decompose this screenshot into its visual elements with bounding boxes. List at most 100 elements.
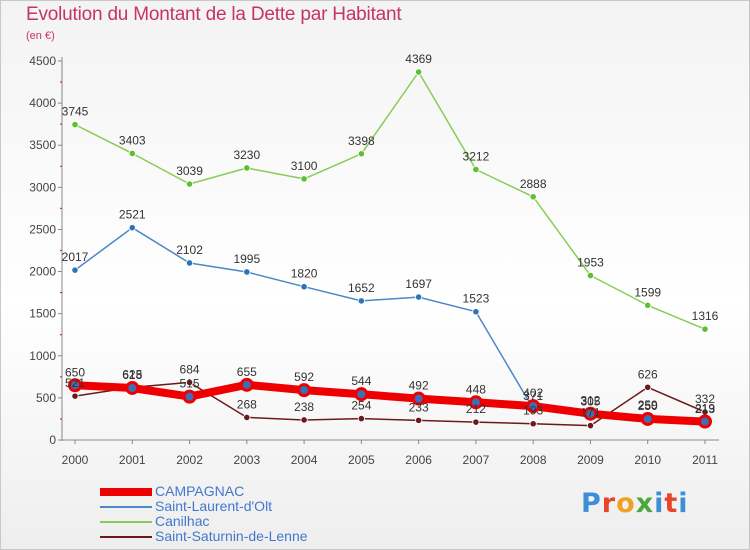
data-label-campagnac: 312 xyxy=(580,394,600,408)
legend-label: Saint-Saturnin-de-Lenne xyxy=(155,528,308,544)
data-label-saint-laurent-d-olt: 2017 xyxy=(62,250,89,264)
data-point-canilhac xyxy=(357,150,365,158)
data-label-canilhac: 3398 xyxy=(348,134,375,148)
data-label-canilhac: 2888 xyxy=(520,177,547,191)
series-line-canilhac xyxy=(74,71,706,330)
data-label-saint-saturnin-de-lenne: 233 xyxy=(409,400,429,414)
y-tick-label: 0 xyxy=(49,433,56,447)
data-point-campagnac xyxy=(125,380,140,395)
data-point-saint-saturnin-de-lenne xyxy=(529,420,537,428)
y-tick-label: 2500 xyxy=(29,222,56,236)
data-label-saint-saturnin-de-lenne: 212 xyxy=(466,402,486,416)
x-tick-label: 2010 xyxy=(634,453,661,467)
data-label-canilhac: 3403 xyxy=(119,133,146,147)
x-tick-label: 2006 xyxy=(405,453,432,467)
data-point-canilhac xyxy=(701,325,709,333)
data-point-campagnac xyxy=(583,406,598,421)
data-point-saint-saturnin-de-lenne xyxy=(357,415,365,423)
data-point-canilhac xyxy=(529,193,537,201)
legend-label: Saint-Laurent-d'Olt xyxy=(155,498,273,514)
data-label-saint-laurent-d-olt: 371 xyxy=(523,389,543,403)
data-label-canilhac: 1953 xyxy=(577,256,604,270)
data-point-campagnac xyxy=(297,383,312,398)
series-line-campagnac xyxy=(71,380,709,426)
data-point-saint-laurent-d-olt xyxy=(243,268,251,276)
y-tick-label: 500 xyxy=(36,391,56,405)
data-label-saint-saturnin-de-lenne: 626 xyxy=(638,367,658,381)
logo-letter: P xyxy=(581,488,602,519)
data-point-saint-saturnin-de-lenne xyxy=(586,421,595,430)
data-point-saint-saturnin-de-lenne xyxy=(185,378,194,386)
data-label-campagnac: 650 xyxy=(65,365,85,379)
data-label-saint-saturnin-de-lenne: 171 xyxy=(580,406,600,420)
legend-swatch xyxy=(100,488,152,496)
legend-label: Canilhac xyxy=(155,513,210,529)
y-tick-label: 1000 xyxy=(29,349,56,363)
series-line-saint-saturnin-de-lenne xyxy=(74,381,706,427)
data-point-canilhac xyxy=(472,165,480,174)
y-tick-label: 4000 xyxy=(29,96,56,110)
data-point-canilhac xyxy=(300,175,308,183)
data-point-campagnac xyxy=(468,395,483,410)
data-point-campagnac xyxy=(411,391,426,406)
legend-label: CAMPAGNAC xyxy=(155,483,245,499)
x-tick-label: 2009 xyxy=(577,453,604,467)
data-point-campagnac xyxy=(182,389,197,404)
x-tick-label: 2008 xyxy=(520,453,547,467)
data-point-saint-saturnin-de-lenne xyxy=(300,416,308,424)
data-label-canilhac: 1599 xyxy=(634,285,661,299)
data-label-saint-saturnin-de-lenne: 625 xyxy=(122,367,142,381)
y-tick-label: 3500 xyxy=(29,138,56,152)
data-point-campagnac xyxy=(526,399,541,414)
data-label-saint-saturnin-de-lenne: 521 xyxy=(65,376,85,390)
data-point-canilhac xyxy=(128,149,136,157)
data-label-campagnac: 448 xyxy=(466,382,486,396)
data-label-saint-laurent-d-olt: 305 xyxy=(580,394,600,408)
data-point-campagnac xyxy=(239,377,254,392)
data-label-campagnac: 250 xyxy=(638,399,658,413)
x-tick-label: 2000 xyxy=(62,453,89,467)
legend-swatch xyxy=(100,521,152,523)
x-tick-label: 2005 xyxy=(348,453,375,467)
data-label-saint-laurent-d-olt: 213 xyxy=(695,402,715,416)
data-label-campagnac: 592 xyxy=(294,370,314,384)
x-tick-label: 2003 xyxy=(233,453,260,467)
data-point-saint-saturnin-de-lenne xyxy=(415,416,423,424)
unit-label: (en €) xyxy=(26,30,55,42)
data-label-canilhac: 3100 xyxy=(291,159,318,173)
data-point-canilhac xyxy=(644,301,652,309)
logo-letter: o xyxy=(616,488,636,519)
data-point-saint-laurent-d-olt xyxy=(71,266,79,274)
legend-swatch xyxy=(100,536,152,538)
data-point-saint-laurent-d-olt xyxy=(185,259,194,267)
x-tick-label: 2007 xyxy=(463,453,490,467)
logo-letter: t xyxy=(664,488,679,519)
data-point-campagnac xyxy=(640,411,655,426)
data-point-saint-saturnin-de-lenne xyxy=(472,418,480,426)
y-tick-label: 2000 xyxy=(29,265,56,279)
data-point-canilhac xyxy=(185,180,194,188)
data-label-saint-laurent-d-olt: 1652 xyxy=(348,281,375,295)
data-label-saint-laurent-d-olt: 2102 xyxy=(176,243,203,257)
data-label-canilhac: 3230 xyxy=(233,148,260,162)
data-label-campagnac: 618 xyxy=(122,368,142,382)
y-tick-label: 4500 xyxy=(29,54,56,68)
data-label-saint-laurent-d-olt: 1523 xyxy=(463,292,490,306)
data-point-campagnac xyxy=(68,378,82,393)
data-label-saint-saturnin-de-lenne: 332 xyxy=(695,392,715,406)
legend-swatch xyxy=(100,506,152,508)
data-point-saint-laurent-d-olt xyxy=(472,308,480,316)
data-point-canilhac xyxy=(586,271,595,280)
data-point-campagnac xyxy=(354,387,369,402)
data-point-canilhac xyxy=(243,164,251,172)
data-point-saint-laurent-d-olt xyxy=(357,297,365,305)
data-label-saint-laurent-d-olt: 259 xyxy=(638,398,658,412)
data-label-saint-saturnin-de-lenne: 268 xyxy=(237,397,257,411)
data-label-saint-laurent-d-olt: 1697 xyxy=(405,277,432,291)
x-tick-label: 2002 xyxy=(176,453,203,467)
data-label-campagnac: 655 xyxy=(237,365,257,379)
logo-letter: x xyxy=(635,488,655,519)
data-point-saint-saturnin-de-lenne xyxy=(71,392,79,400)
